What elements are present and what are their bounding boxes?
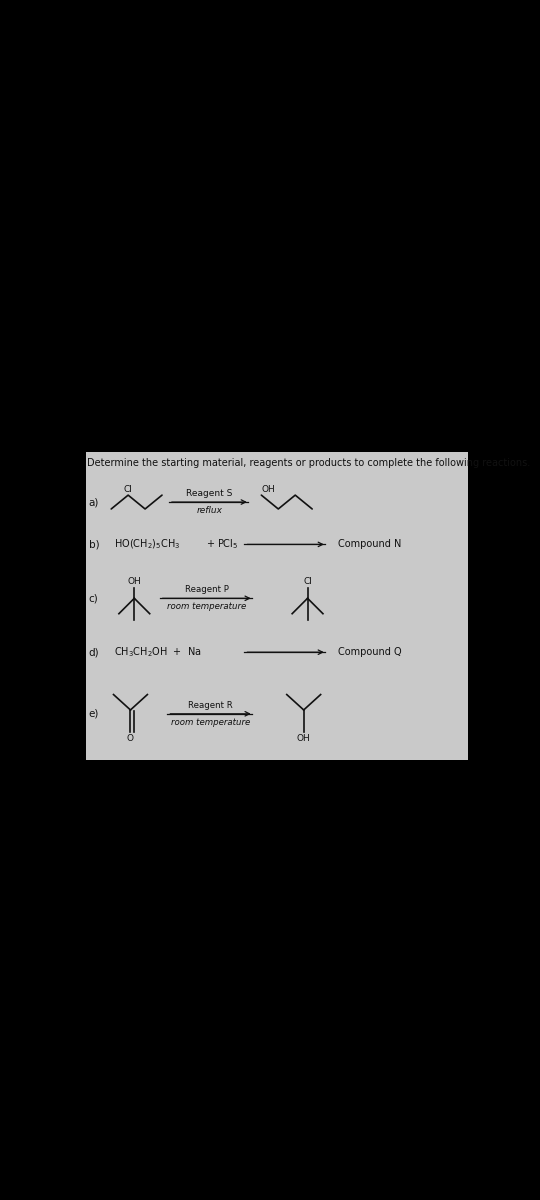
Text: room temperature: room temperature [167,602,246,611]
Text: c): c) [89,593,99,604]
Text: O: O [127,734,134,743]
Text: OH: OH [261,485,275,493]
Text: a): a) [89,497,99,508]
Text: Reagent P: Reagent P [185,586,228,594]
Text: Reagent R: Reagent R [188,701,233,710]
Text: Cl: Cl [303,577,312,586]
Text: room temperature: room temperature [171,718,250,727]
Text: Reagent S: Reagent S [186,490,233,498]
Text: HO(CH$_2$)$_5$CH$_3$: HO(CH$_2$)$_5$CH$_3$ [113,538,180,551]
Text: d): d) [89,647,99,658]
Text: OH: OH [297,734,310,743]
Text: OH: OH [127,577,141,586]
Text: reflux: reflux [197,506,222,515]
Text: b): b) [89,540,99,550]
Text: CH$_3$CH$_2$OH  +  Na: CH$_3$CH$_2$OH + Na [113,646,201,659]
Text: Determine the starting material, reagents or products to complete the following : Determine the starting material, reagent… [87,458,531,468]
Text: Cl: Cl [124,485,133,493]
Text: +: + [206,540,214,550]
Text: Compound N: Compound N [339,540,402,550]
Bar [86,452,468,760]
Text: e): e) [89,709,99,719]
Text: PCl$_5$: PCl$_5$ [217,538,238,551]
Text: Compound Q: Compound Q [339,647,402,658]
